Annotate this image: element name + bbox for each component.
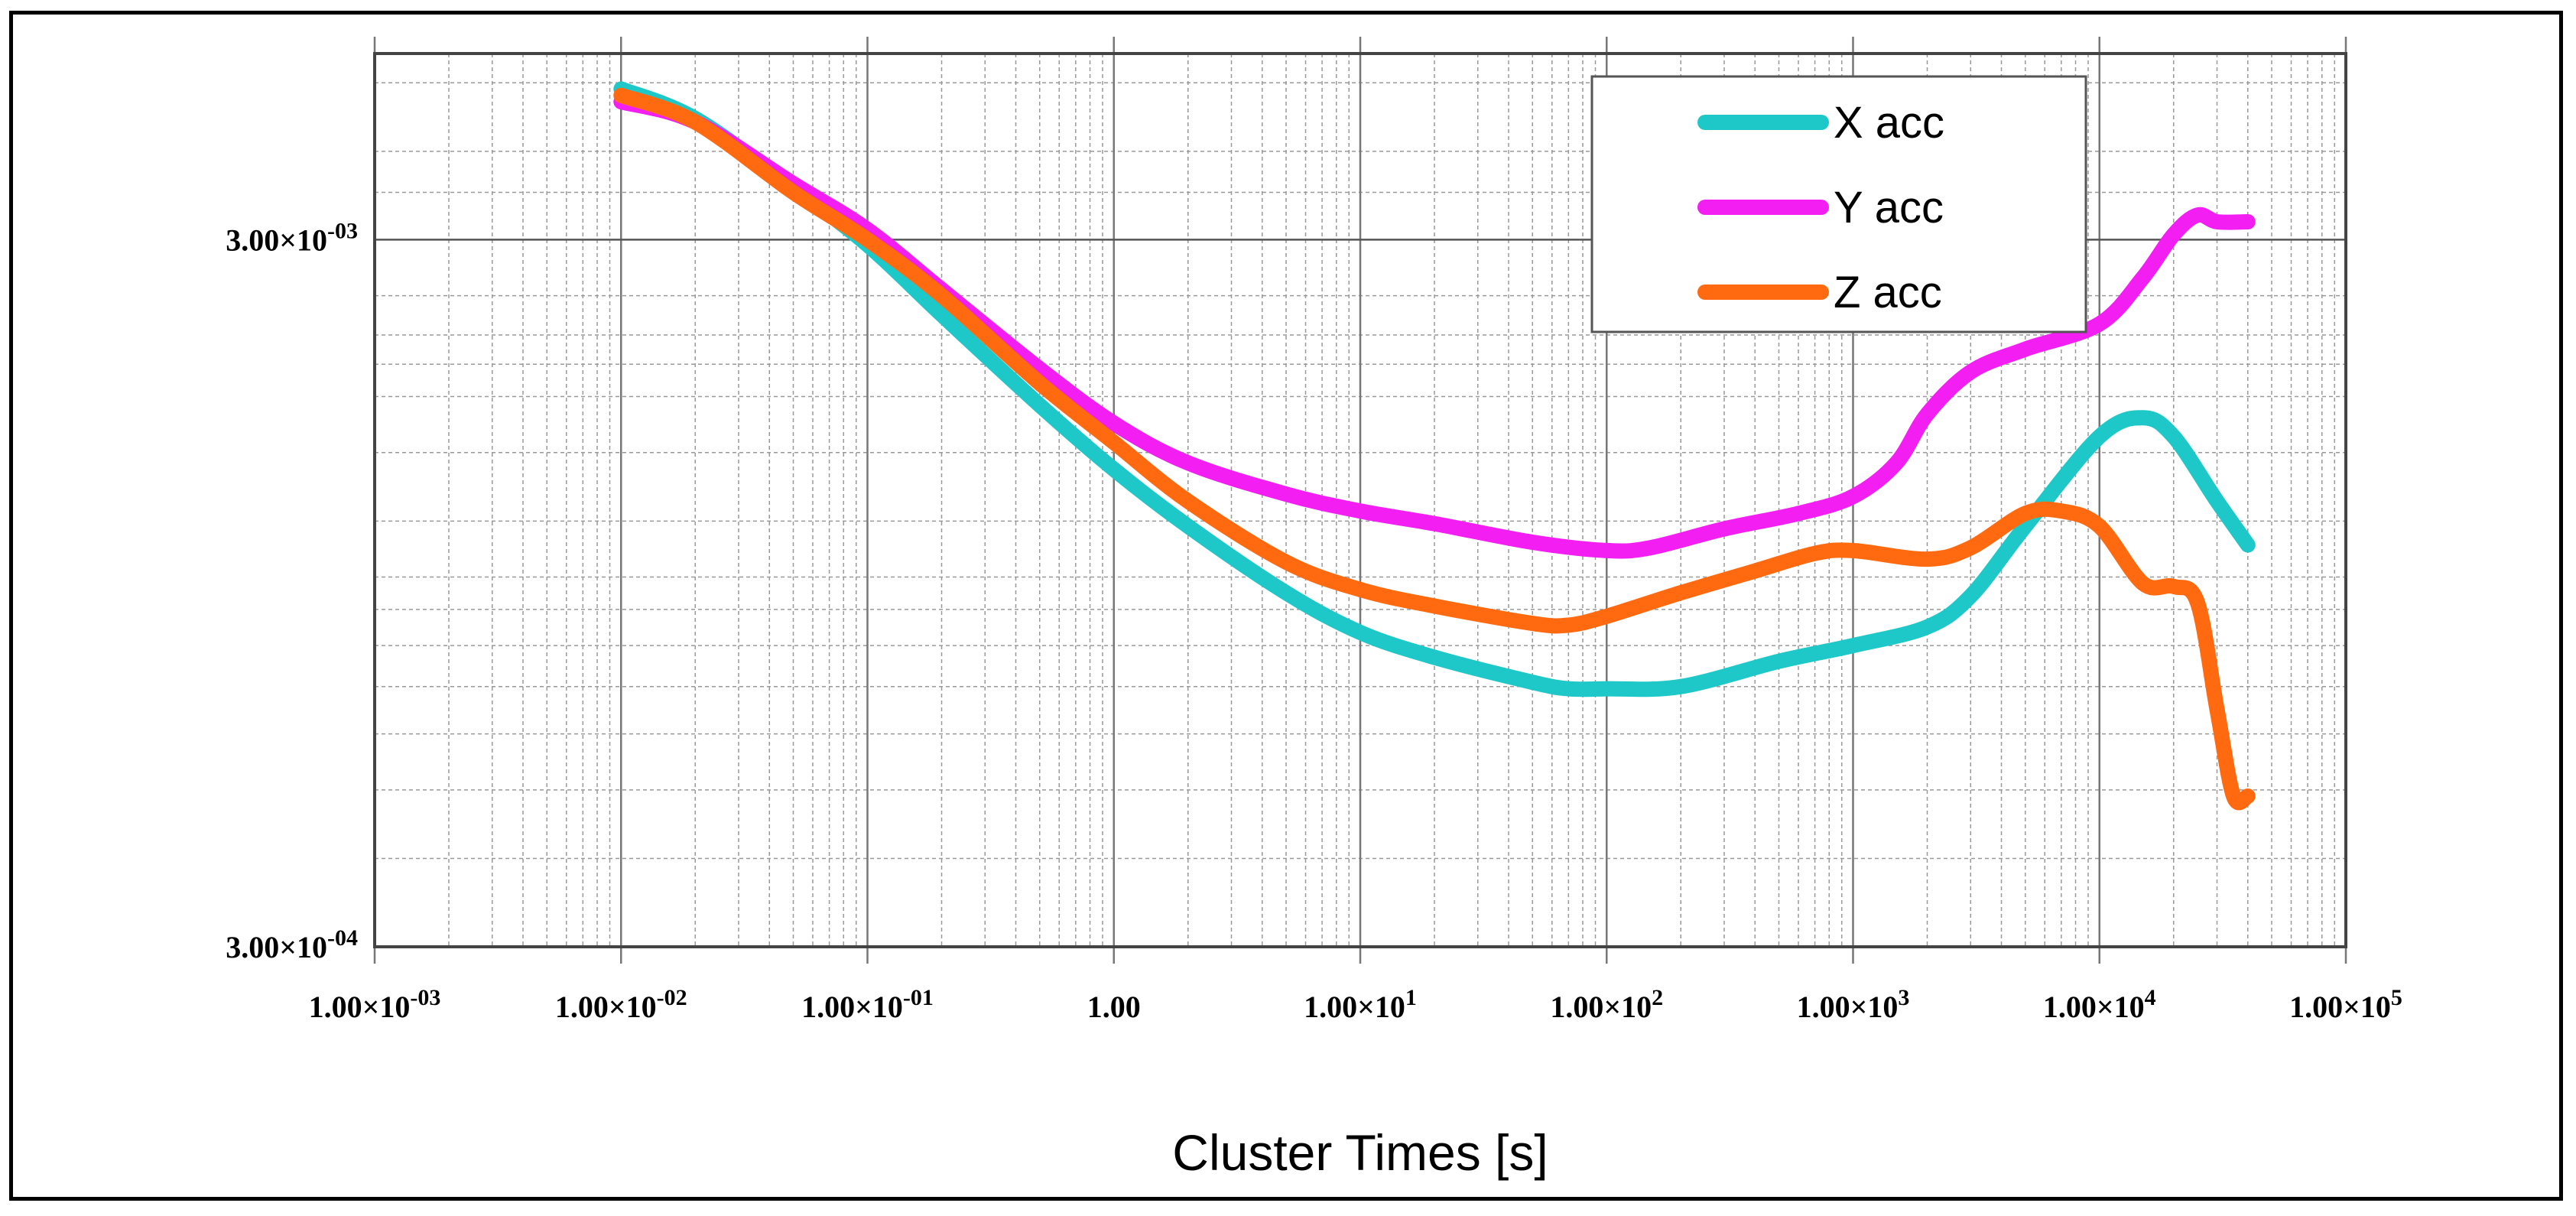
x-tick-label: 1.00×10-03: [309, 985, 441, 1024]
series-line-x-acc: [613, 81, 2256, 697]
x-tick-label: 1.00×103: [1797, 985, 1910, 1024]
x-axis-label: Cluster Times [s]: [1172, 1124, 1548, 1181]
y-tick-label: 3.00×10-04: [226, 925, 358, 964]
x-tick-label: 1.00×10-01: [801, 985, 934, 1024]
plot-area-border: [373, 52, 2347, 948]
x-tick-label: 1.00×101: [1304, 985, 1417, 1024]
legend-label-z-acc: Z acc: [1834, 268, 1942, 317]
legend: X acc Y acc Z acc: [1590, 75, 2087, 333]
legend-label-x-acc: X acc: [1834, 98, 1944, 148]
x-tick-labels: 1.00×10-03 1.00×10-02 1.00×10-01 1.00 1.00×1…: [309, 985, 2402, 1024]
series-line-z-acc: [613, 87, 2256, 811]
x-tick-label: 1.00×105: [2289, 985, 2402, 1024]
series-lines: [613, 81, 2256, 811]
x-tick-label: 1.00×10-02: [555, 985, 687, 1024]
y-tick-labels: 3.00×10-03 3.00×10-04: [226, 218, 358, 964]
legend-box: [1590, 75, 2087, 333]
legend-label-y-acc: Y acc: [1834, 183, 1944, 232]
y-tick-label: 3.00×10-03: [226, 218, 358, 257]
x-tick-label: 1.00: [1087, 990, 1141, 1024]
x-tick-label: 1.00×102: [1550, 985, 1663, 1024]
x-tick-label: 1.00×104: [2043, 985, 2156, 1024]
